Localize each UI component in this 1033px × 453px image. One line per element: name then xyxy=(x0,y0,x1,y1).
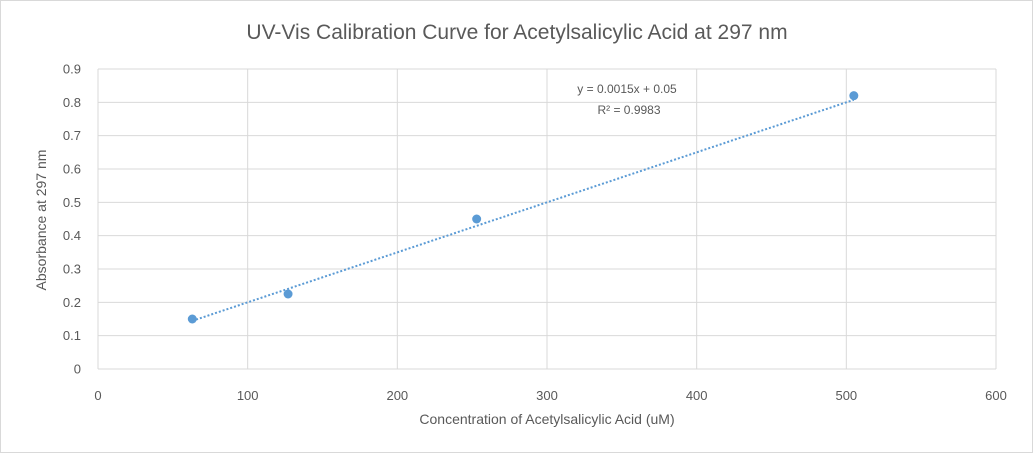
y-tick-label: 0.2 xyxy=(63,295,81,310)
y-tick-label: 0.6 xyxy=(63,162,81,177)
x-tick-label: 0 xyxy=(94,388,101,403)
x-tick-label: 300 xyxy=(536,388,558,403)
y-tick-label: 0.4 xyxy=(63,228,81,243)
x-tick-label: 200 xyxy=(386,388,408,403)
y-tick-label: 0 xyxy=(74,362,81,377)
trendline xyxy=(191,98,855,322)
x-tick-label: 400 xyxy=(686,388,708,403)
x-tick-label: 600 xyxy=(985,388,1007,403)
axes: 0 0.1 0.2 0.3 0.4 0.5 0.6 0.7 0.8 0.9 0 100 200 300 40… xyxy=(63,62,1007,404)
x-tick-label: 100 xyxy=(237,388,259,403)
y-axis-label: Absorbance at 297 nm xyxy=(33,150,49,291)
data-point xyxy=(849,91,859,101)
trendline-layer xyxy=(191,98,855,322)
trendline-equation: y = 0.0015x + 0.05 xyxy=(577,82,677,96)
y-tick-label: 0.5 xyxy=(63,195,81,210)
data-point xyxy=(187,314,197,324)
y-tick-label: 0.9 xyxy=(63,62,81,77)
y-tick-label: 0.1 xyxy=(63,328,81,343)
y-tick-label: 0.3 xyxy=(63,262,81,277)
data-points xyxy=(187,91,859,324)
x-axis-label: Concentration of Acetylsalicylic Acid (u… xyxy=(419,411,674,427)
y-tick-label: 0.8 xyxy=(63,95,81,110)
y-tick-label: 0.7 xyxy=(63,128,81,143)
gridlines xyxy=(97,68,997,370)
x-tick-label: 500 xyxy=(835,388,857,403)
chart-title: UV-Vis Calibration Curve for Acetylsalic… xyxy=(246,21,787,44)
trendline-r-squared: R² = 0.9983 xyxy=(597,103,660,117)
data-point xyxy=(472,214,482,224)
data-point xyxy=(283,289,293,299)
